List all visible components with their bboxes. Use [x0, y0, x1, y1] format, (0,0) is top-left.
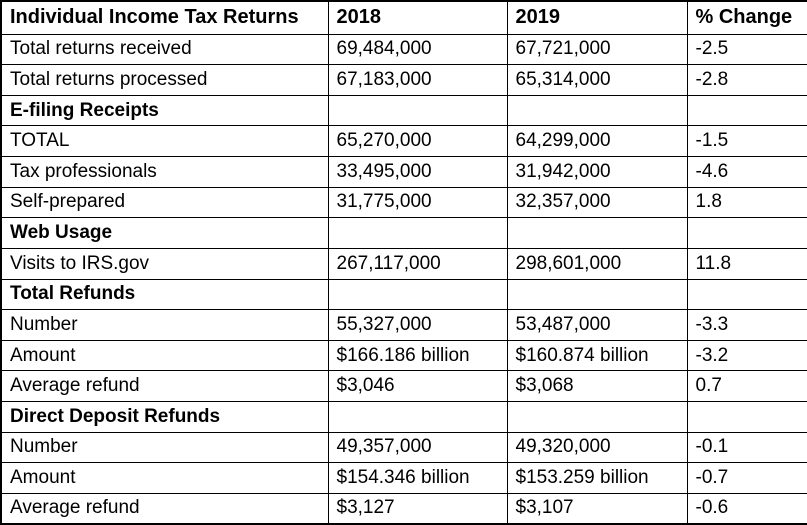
value-2019-cell [506, 278, 688, 311]
row-label-cell: Self-prepared [0, 186, 329, 219]
row-label-cell: Average refund [0, 370, 329, 402]
value-2019-cell: 64,299,000 [506, 125, 688, 157]
value-2019-cell: 65,314,000 [506, 64, 688, 96]
pct-change-cell [686, 401, 807, 433]
row-label-cell: Amount [0, 339, 329, 372]
value-2018-cell: $166.186 billion [327, 339, 508, 372]
value-2018-cell: 49,357,000 [327, 431, 508, 464]
row-label-cell: Total returns received [0, 33, 329, 66]
value-2018-cell: 31,775,000 [327, 186, 508, 219]
section-row: E-filing Receipts [0, 94, 807, 127]
table-row: Total returns received 69,484,000 67,721… [0, 33, 807, 66]
pct-change-cell [686, 278, 807, 311]
pct-change-cell [686, 94, 807, 127]
pct-change-cell: 11.8 [686, 247, 807, 280]
table-row: Amount $154.346 billion $153.259 billion… [0, 462, 807, 494]
value-2019-cell [506, 217, 688, 249]
table-row: Total returns processed 67,183,000 65,31… [0, 64, 807, 96]
pct-change-cell: -2.5 [686, 33, 807, 66]
value-2018-cell: 67,183,000 [327, 64, 508, 96]
table-row: Visits to IRS.gov 267,117,000 298,601,00… [0, 247, 807, 280]
value-2018-cell: 33,495,000 [327, 156, 508, 188]
column-header-pct-change: % Change [686, 0, 807, 35]
row-label-cell: Visits to IRS.gov [0, 247, 329, 280]
row-label-cell: Total returns processed [0, 64, 329, 96]
value-2018-cell: 267,117,000 [327, 247, 508, 280]
row-label-cell: Amount [0, 462, 329, 494]
column-header-label: Individual Income Tax Returns [0, 0, 329, 35]
row-label-cell: Tax professionals [0, 156, 329, 188]
section-label-cell: Web Usage [0, 217, 329, 249]
section-row: Direct Deposit Refunds [0, 401, 807, 433]
section-label-cell: E-filing Receipts [0, 94, 329, 127]
pct-change-cell: -0.7 [686, 462, 807, 494]
pct-change-cell: 1.8 [686, 186, 807, 219]
row-label-cell: TOTAL [0, 125, 329, 157]
header-row: Individual Income Tax Returns 2018 2019 … [0, 0, 807, 35]
value-2019-cell: 31,942,000 [506, 156, 688, 188]
pct-change-cell [686, 217, 807, 249]
value-2018-cell [327, 94, 508, 127]
value-2018-cell [327, 401, 508, 433]
pct-change-cell: -1.5 [686, 125, 807, 157]
table-row: Average refund $3,046 $3,068 0.7 [0, 370, 807, 402]
value-2018-cell: $154.346 billion [327, 462, 508, 494]
pct-change-cell: -4.6 [686, 156, 807, 188]
value-2019-cell: 53,487,000 [506, 309, 688, 341]
value-2018-cell: 55,327,000 [327, 309, 508, 341]
value-2019-cell [506, 401, 688, 433]
table-row: Self-prepared 31,775,000 32,357,000 1.8 [0, 186, 807, 219]
column-header-2019: 2019 [506, 0, 688, 35]
value-2018-cell [327, 278, 508, 311]
value-2018-cell: 65,270,000 [327, 125, 508, 157]
value-2019-cell: 67,721,000 [506, 33, 688, 66]
pct-change-cell: -0.1 [686, 431, 807, 464]
pct-change-cell: 0.7 [686, 370, 807, 402]
value-2019-cell [506, 94, 688, 127]
section-label-cell: Direct Deposit Refunds [0, 401, 329, 433]
table-row: Number 55,327,000 53,487,000 -3.3 [0, 309, 807, 341]
value-2018-cell: 69,484,000 [327, 33, 508, 66]
pct-change-cell: -2.8 [686, 64, 807, 96]
value-2018-cell [327, 217, 508, 249]
section-row: Total Refunds [0, 278, 807, 311]
table-row: Tax professionals 33,495,000 31,942,000 … [0, 156, 807, 188]
table-row: Number 49,357,000 49,320,000 -0.1 [0, 431, 807, 464]
table-row: TOTAL 65,270,000 64,299,000 -1.5 [0, 125, 807, 157]
value-2018-cell: $3,046 [327, 370, 508, 402]
value-2018-cell: $3,127 [327, 492, 508, 525]
value-2019-cell: 32,357,000 [506, 186, 688, 219]
pct-change-cell: -3.3 [686, 309, 807, 341]
row-label-cell: Number [0, 431, 329, 464]
value-2019-cell: $160.874 billion [506, 339, 688, 372]
value-2019-cell: $153.259 billion [506, 462, 688, 494]
section-row: Web Usage [0, 217, 807, 249]
table-row: Average refund $3,127 $3,107 -0.6 [0, 492, 807, 525]
value-2019-cell: 298,601,000 [506, 247, 688, 280]
value-2019-cell: 49,320,000 [506, 431, 688, 464]
table-row: Amount $166.186 billion $160.874 billion… [0, 339, 807, 372]
pct-change-cell: -3.2 [686, 339, 807, 372]
pct-change-cell: -0.6 [686, 492, 807, 525]
section-label-cell: Total Refunds [0, 278, 329, 311]
value-2019-cell: $3,068 [506, 370, 688, 402]
column-header-2018: 2018 [327, 0, 508, 35]
value-2019-cell: $3,107 [506, 492, 688, 525]
row-label-cell: Number [0, 309, 329, 341]
row-label-cell: Average refund [0, 492, 329, 525]
